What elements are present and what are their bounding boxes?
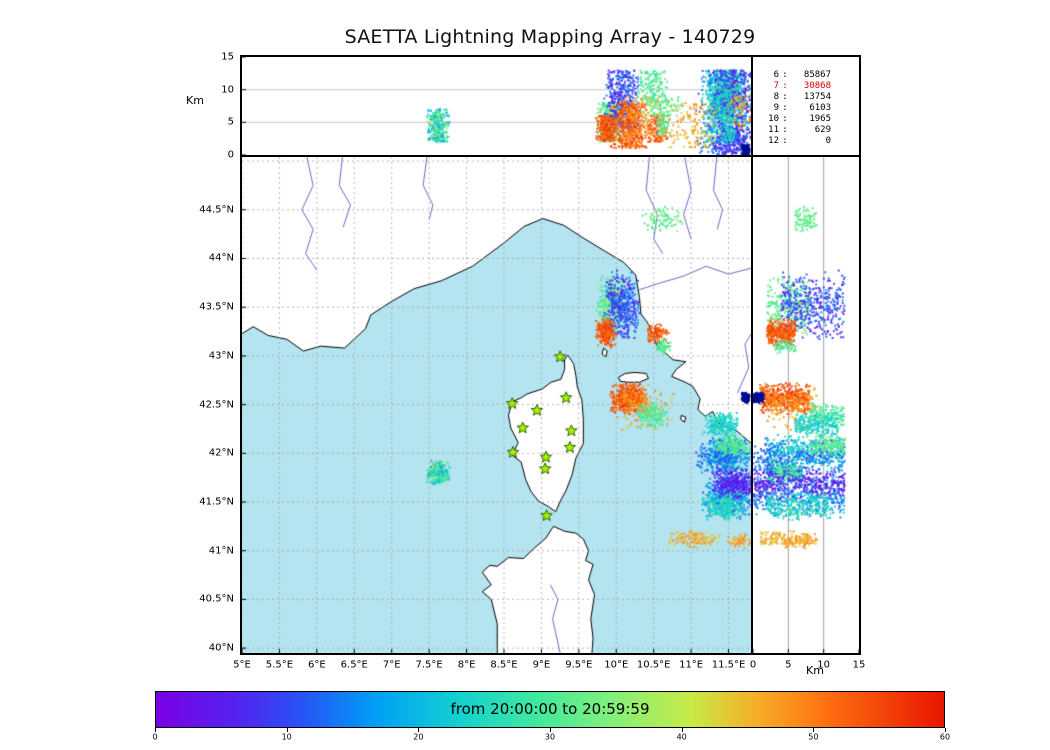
station-id: 12: [768, 136, 779, 146]
lon-tick-label: 7°E: [382, 659, 401, 671]
separator: :: [782, 81, 788, 91]
colorbar-tick-mark: [550, 728, 551, 732]
alt-vs-lon-panel: [240, 55, 753, 157]
time-colorbar: from 20:00:00 to 20:59:59: [155, 691, 945, 728]
separator: :: [782, 92, 788, 102]
lat-tick-label: 41°N: [208, 545, 234, 557]
station-id: 10: [768, 114, 779, 124]
lon-tick-label: 9°E: [532, 659, 551, 671]
alt-vs-lat-canvas: [753, 157, 859, 653]
station-id: 8: [773, 92, 779, 102]
plan-view-canvas: [242, 157, 751, 653]
lon-tick-label: 9.5°E: [565, 659, 593, 671]
lat-tick-label: 42.5°N: [199, 399, 234, 411]
alt-vs-lon-canvas: [242, 57, 751, 155]
lon-tick-label: 6°E: [308, 659, 326, 671]
lat-tick-label: 40°N: [208, 642, 234, 654]
lon-tick-label: 6.5°E: [340, 659, 368, 671]
station-count-row: 10: 1965: [765, 114, 859, 125]
lat-tick-label: 41.5°N: [199, 496, 234, 508]
separator: :: [782, 70, 788, 80]
separator: :: [782, 136, 788, 146]
lon-tick-label: 11°E: [679, 659, 704, 671]
lon-tick-label: 7.5°E: [415, 659, 443, 671]
lat-tick-label: 43°N: [208, 350, 234, 362]
separator: :: [782, 114, 788, 124]
figure-title: SAETTA Lightning Mapping Array - 140729: [344, 26, 756, 48]
altitude-axis-label-right: Km: [806, 664, 824, 677]
station-count-row: 8: 13754: [765, 92, 859, 103]
colorbar-tick-label: 0: [152, 732, 158, 742]
station-source-count: 6103: [809, 103, 831, 113]
lon-tick-label: 8.5°E: [490, 659, 518, 671]
lon-tick-label: 5°E: [233, 659, 251, 671]
lat-tick-label: 44.5°N: [199, 204, 234, 216]
lon-tick-label: 8°E: [457, 659, 476, 671]
station-source-count: 13754: [803, 92, 831, 102]
station-id: 9: [773, 103, 779, 113]
station-count-row: 12: 0: [765, 136, 859, 147]
lon-tick-label: 11.5°E: [711, 659, 746, 671]
colorbar-tick-label: 10: [281, 732, 292, 742]
alt-tick-label: 15: [852, 659, 866, 671]
colorbar-tick-label: 20: [413, 732, 424, 742]
colorbar-tick-mark: [155, 728, 156, 732]
alt-tick-label: 0: [749, 659, 757, 671]
colorbar-tick-label: 50: [808, 732, 819, 742]
colorbar-label: from 20:00:00 to 20:59:59: [450, 700, 650, 718]
station-source-count: 30868: [803, 81, 831, 91]
separator: :: [782, 125, 788, 135]
lat-tick-label: 43.5°N: [199, 301, 234, 313]
lat-tick-label: 44°N: [208, 252, 234, 264]
alt-tick-label: 0: [227, 149, 234, 161]
source-count-panel: 6: 85867 7: 30868 8: 13754 9: 6103 10: 1965 11: 629…: [753, 55, 861, 157]
station-source-count: 0: [825, 136, 831, 146]
plan-view-map-panel: [240, 157, 753, 655]
lat-tick-label: 40.5°N: [199, 593, 234, 605]
station-source-count: 1965: [809, 114, 831, 124]
colorbar-tick-label: 60: [939, 732, 951, 742]
colorbar-tick-mark: [681, 728, 683, 732]
station-source-count: 85867: [803, 70, 831, 80]
alt-tick-label: 10: [221, 84, 234, 96]
colorbar-tick-label: 30: [544, 732, 556, 742]
altitude-axis-label: Km: [186, 94, 204, 107]
station-id: 11: [768, 125, 779, 135]
alt-tick-label: 10: [817, 659, 831, 671]
station-id: 6: [773, 70, 779, 80]
station-id: 7: [773, 81, 779, 91]
colorbar-tick-label: 40: [676, 732, 687, 742]
lon-tick-label: 10°E: [604, 659, 629, 671]
separator: :: [782, 103, 788, 113]
colorbar-tick-mark: [945, 728, 946, 732]
colorbar-tick-mark: [813, 728, 815, 732]
alt-vs-lat-panel: [753, 157, 861, 655]
alt-tick-label: 5: [785, 659, 792, 671]
colorbar-tick-mark: [286, 728, 288, 732]
lon-tick-label: 10.5°E: [636, 659, 671, 671]
station-source-count: 629: [814, 125, 831, 135]
station-count-row: 9: 6103: [765, 103, 859, 114]
colorbar-tick-mark: [418, 728, 420, 732]
alt-tick-label: 5: [227, 116, 234, 128]
lon-tick-label: 5.5°E: [265, 659, 294, 671]
station-count-row: 6: 85867: [765, 70, 859, 81]
alt-tick-label: 15: [221, 51, 234, 63]
station-count-row: 7: 30868: [765, 81, 859, 92]
station-count-row: 11: 629: [765, 125, 859, 136]
source-count-list: 6: 85867 7: 30868 8: 13754 9: 6103 10: 1965 11: 629…: [753, 57, 859, 147]
lat-tick-label: 42°N: [208, 447, 234, 459]
